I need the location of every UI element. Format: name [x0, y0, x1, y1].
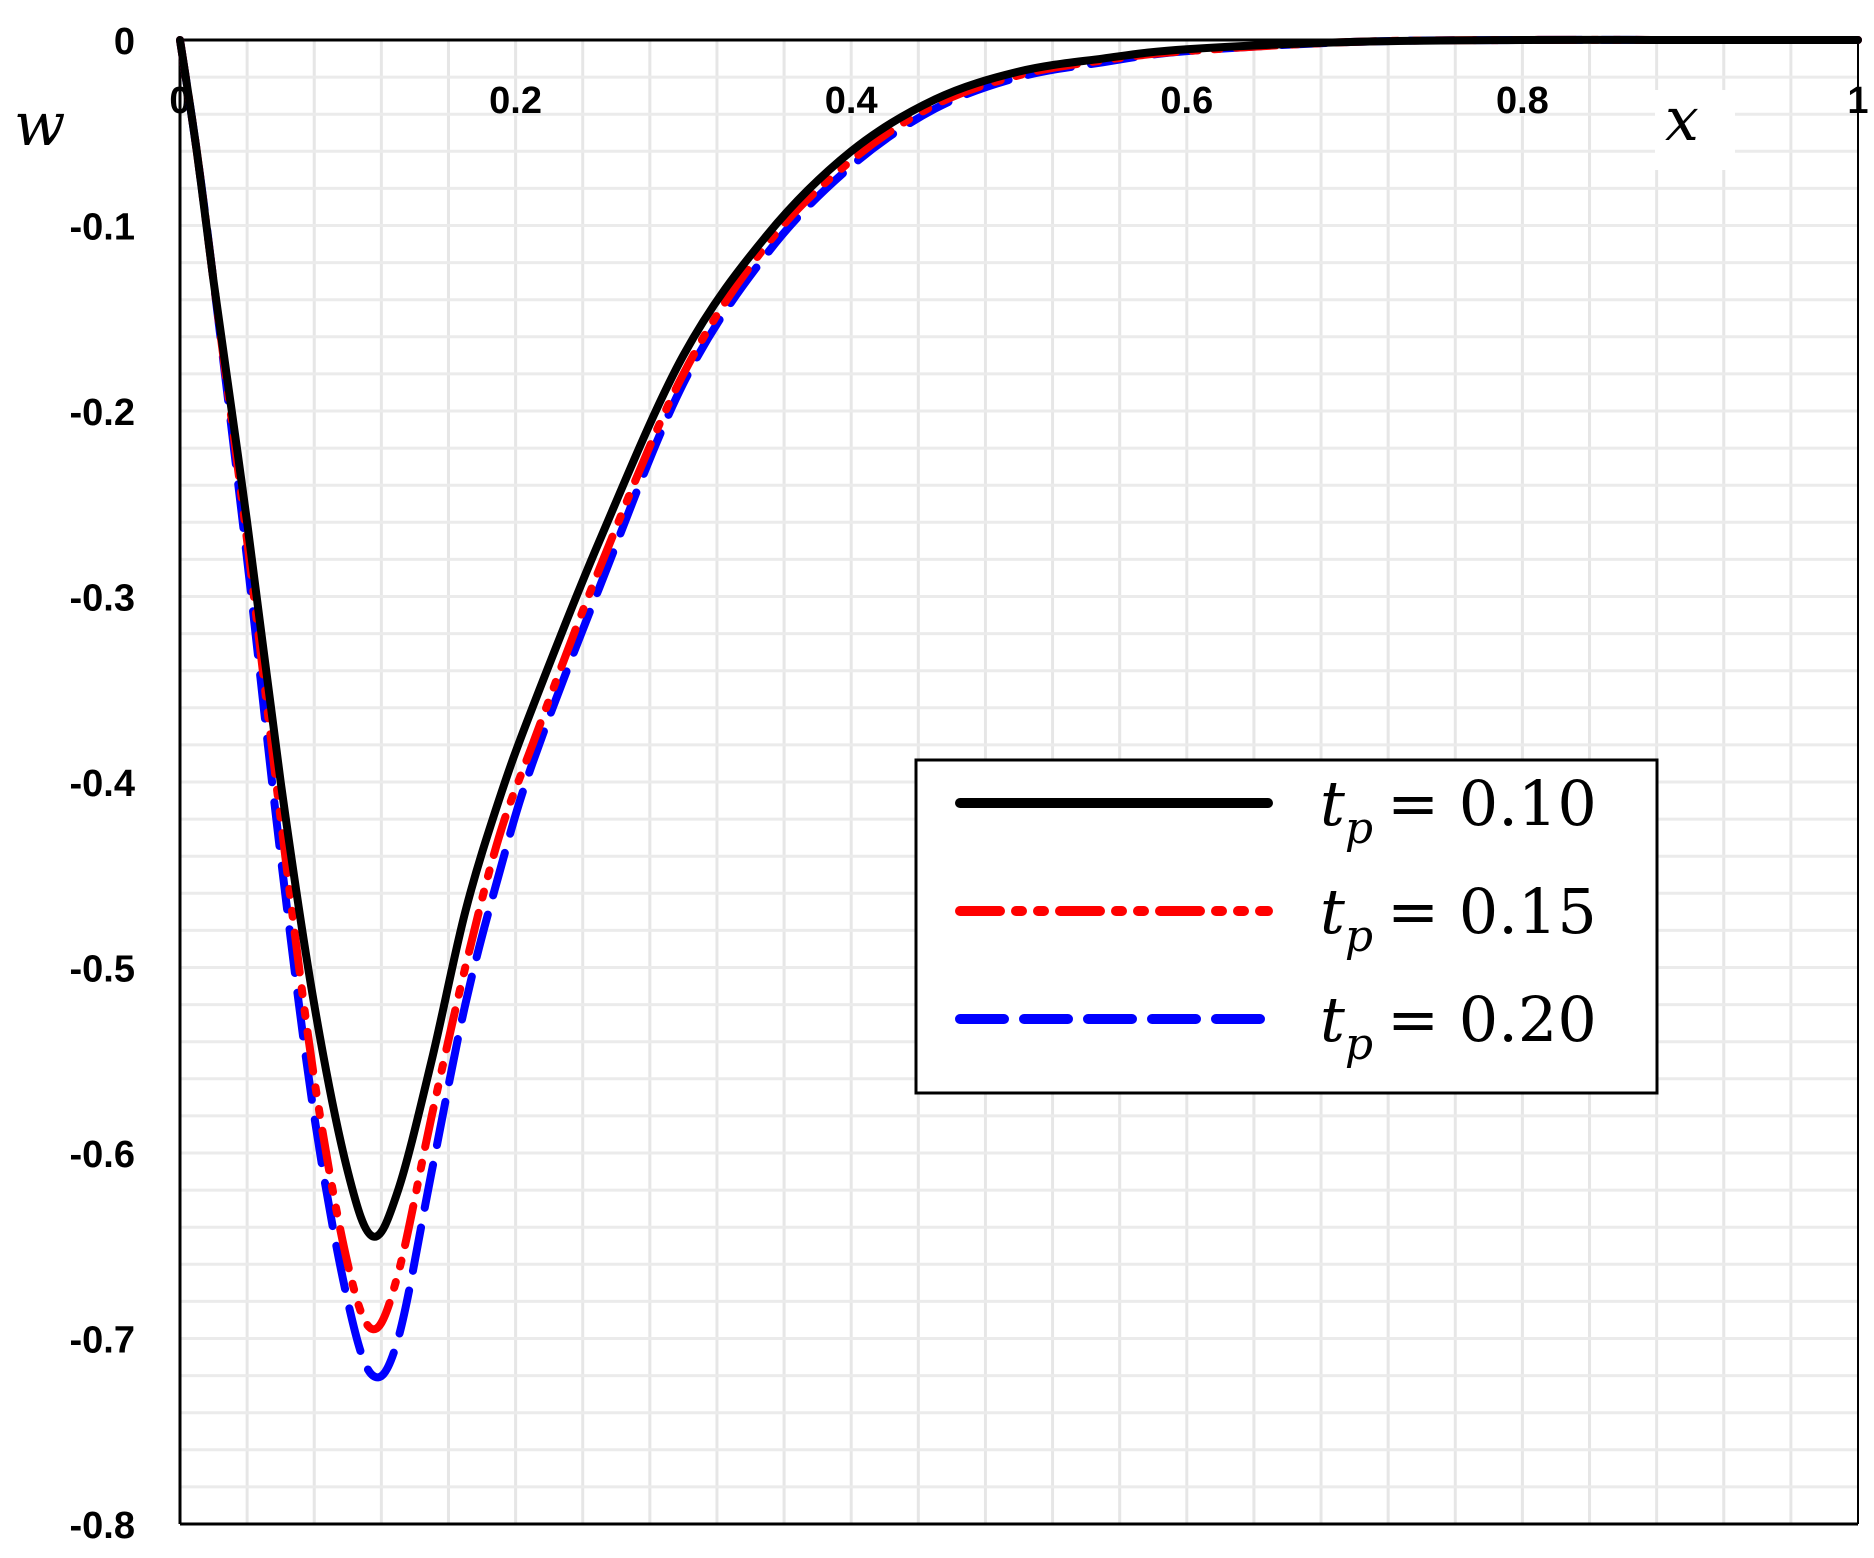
series-lines — [176, 35, 1862, 1382]
y-tick-label: -0.4 — [70, 763, 135, 805]
x-tick-labels: 0 0.2 0.4 0.6 0.8 1 — [169, 80, 1868, 122]
y-tick-label: -0.7 — [70, 1320, 135, 1362]
y-tick-label: -0.3 — [70, 578, 135, 620]
y-axis-label: w — [14, 90, 65, 160]
x-tick-label: 1 — [1847, 80, 1868, 122]
legend: tp = 0.10 tp = 0.15 tp = 0.20 — [914, 758, 1659, 1095]
x-tick-label: 0.8 — [1496, 80, 1549, 122]
series-line — [176, 35, 1862, 1334]
x-tick-label: 0.2 — [489, 80, 542, 122]
legend-box — [914, 758, 1659, 1095]
x-axis-label: x — [1665, 85, 1699, 155]
y-tick-label: -0.6 — [70, 1134, 135, 1176]
x-tick-label: 0.6 — [1160, 80, 1213, 122]
x-tick-label: 0.4 — [825, 80, 878, 122]
y-tick-label: -0.2 — [70, 392, 135, 434]
legend-label: tp = 0.10 — [1320, 767, 1597, 854]
y-tick-labels: 0 -0.1 -0.2 -0.3 -0.4 -0.5 -0.6 -0.7 -0.8 — [70, 21, 135, 1547]
y-tick-label: -0.5 — [70, 949, 135, 991]
x-label-background — [1655, 90, 1735, 170]
y-tick-label: -0.1 — [70, 207, 135, 249]
series-line — [176, 35, 1862, 1241]
legend-label: tp = 0.20 — [1320, 983, 1597, 1070]
legend-label: tp = 0.15 — [1320, 875, 1597, 962]
y-tick-label: 0 — [114, 21, 135, 63]
y-tick-label: -0.8 — [70, 1505, 135, 1547]
